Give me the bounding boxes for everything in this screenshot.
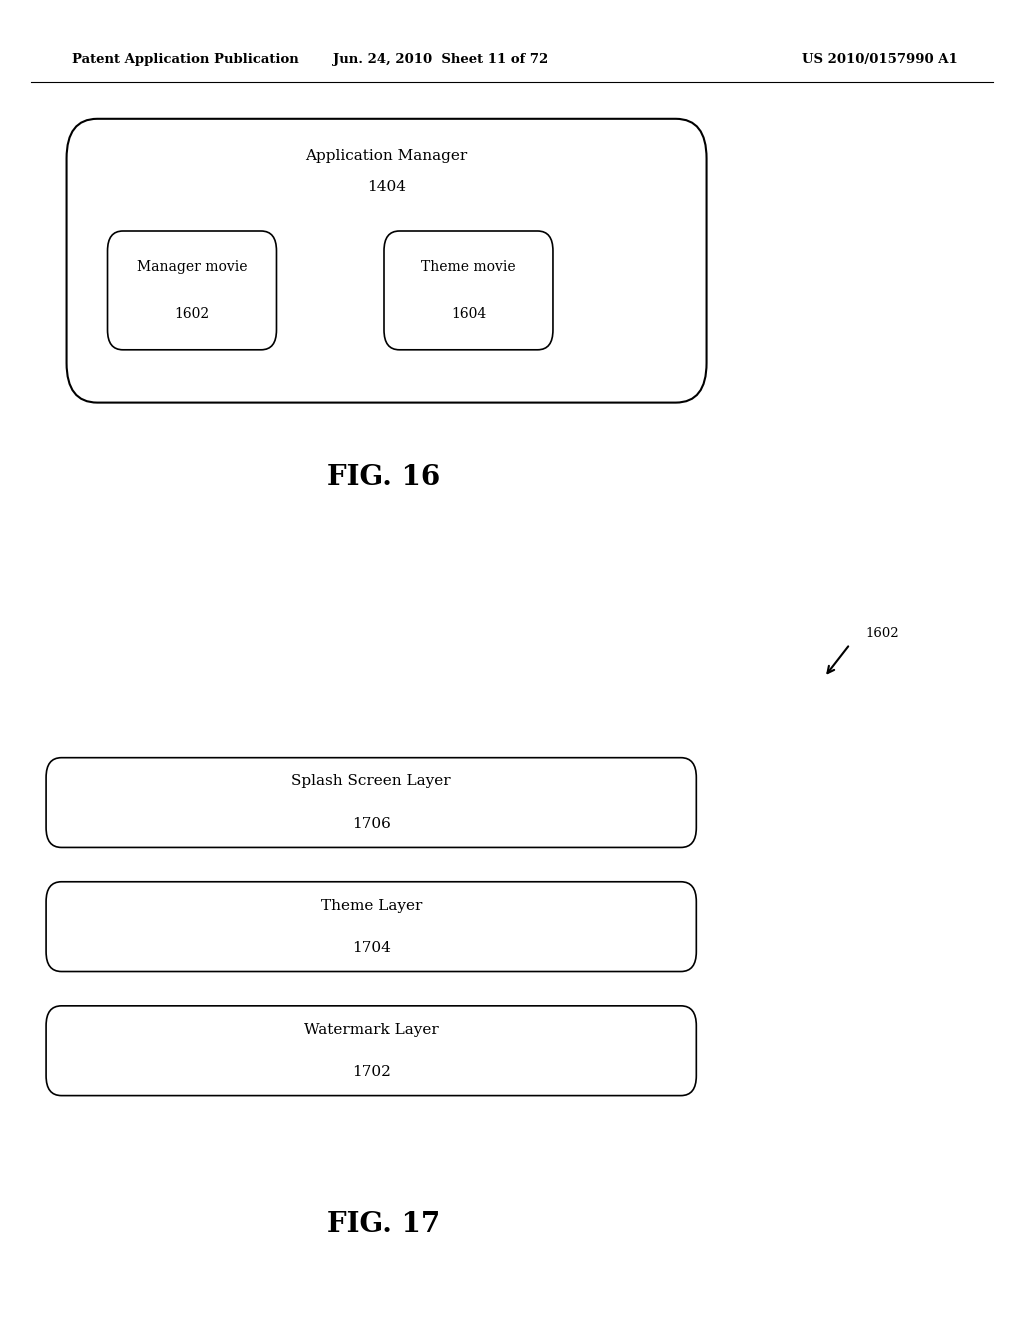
Text: 1604: 1604 [451, 308, 486, 321]
Text: Theme Layer: Theme Layer [321, 899, 422, 912]
Text: 1706: 1706 [352, 817, 390, 830]
FancyBboxPatch shape [46, 1006, 696, 1096]
Text: Jun. 24, 2010  Sheet 11 of 72: Jun. 24, 2010 Sheet 11 of 72 [333, 53, 548, 66]
Text: Application Manager: Application Manager [305, 149, 468, 162]
FancyBboxPatch shape [46, 882, 696, 972]
Text: US 2010/0157990 A1: US 2010/0157990 A1 [802, 53, 957, 66]
FancyBboxPatch shape [67, 119, 707, 403]
Text: Splash Screen Layer: Splash Screen Layer [292, 775, 451, 788]
Text: Patent Application Publication: Patent Application Publication [72, 53, 298, 66]
Text: 1404: 1404 [367, 181, 407, 194]
FancyBboxPatch shape [46, 758, 696, 847]
Text: 1702: 1702 [352, 1065, 390, 1078]
Text: 1602: 1602 [174, 308, 210, 321]
FancyBboxPatch shape [108, 231, 276, 350]
Text: 1704: 1704 [352, 941, 390, 954]
Text: FIG. 17: FIG. 17 [328, 1212, 440, 1238]
FancyBboxPatch shape [384, 231, 553, 350]
Text: Watermark Layer: Watermark Layer [304, 1023, 438, 1036]
Text: FIG. 16: FIG. 16 [328, 465, 440, 491]
Text: Manager movie: Manager movie [137, 260, 247, 273]
Text: Theme movie: Theme movie [421, 260, 516, 273]
Text: 1602: 1602 [865, 627, 899, 640]
